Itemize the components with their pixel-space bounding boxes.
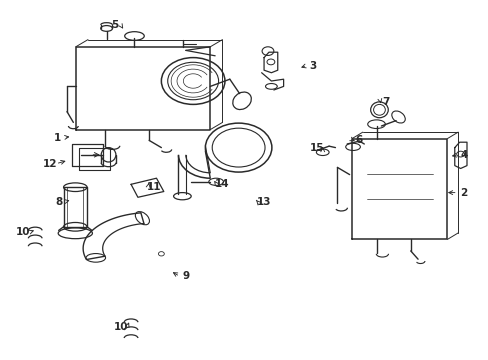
- Text: 10: 10: [16, 227, 31, 237]
- Text: 12: 12: [42, 159, 57, 169]
- Text: 7: 7: [382, 96, 389, 107]
- Text: 9: 9: [182, 271, 189, 282]
- Text: 15: 15: [309, 143, 324, 153]
- Text: 6: 6: [355, 135, 362, 145]
- Text: 10: 10: [114, 322, 128, 332]
- Text: 11: 11: [146, 182, 161, 192]
- Text: 5: 5: [111, 20, 118, 30]
- Text: 8: 8: [55, 197, 62, 207]
- Text: 13: 13: [256, 197, 271, 207]
- Text: 4: 4: [460, 150, 468, 160]
- Text: 1: 1: [54, 132, 61, 143]
- Text: 14: 14: [215, 179, 229, 189]
- Text: 2: 2: [459, 188, 466, 198]
- Text: 3: 3: [309, 60, 316, 71]
